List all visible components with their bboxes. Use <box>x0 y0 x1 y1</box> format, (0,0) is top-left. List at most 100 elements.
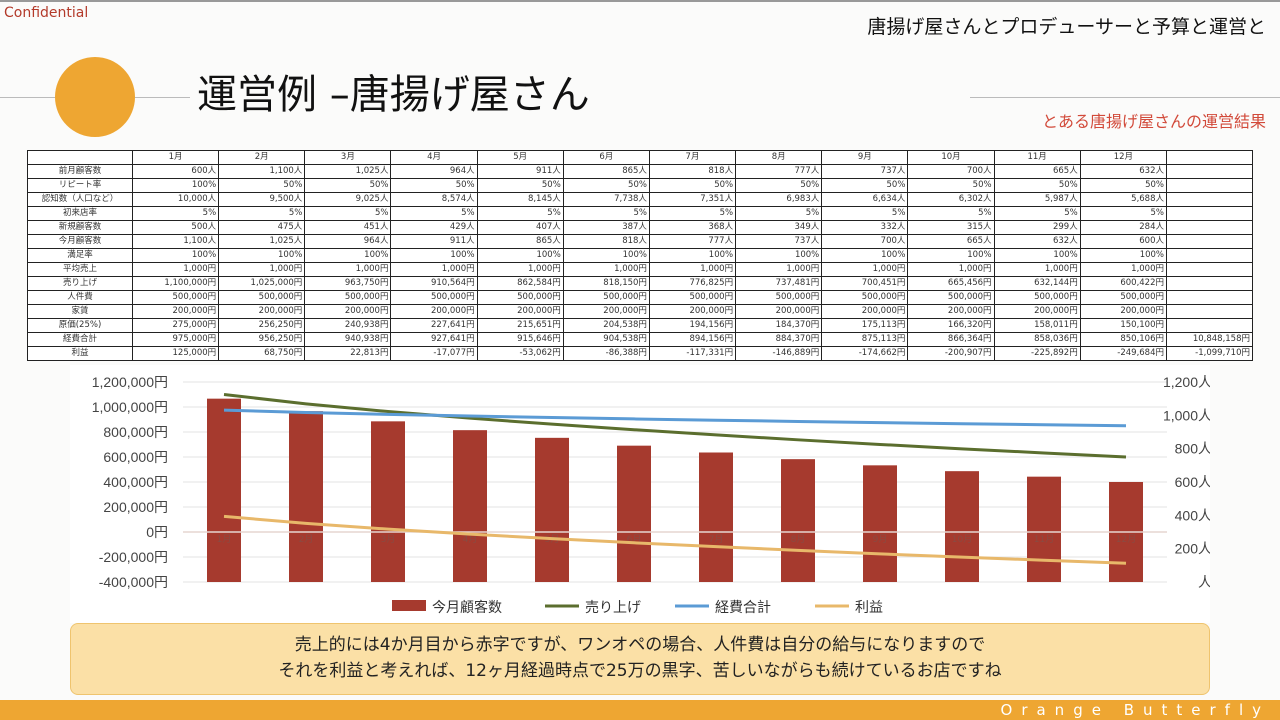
table-row: 原価(25%) 275,000円 256,250円 240,938円 227,641円 2… <box>27 318 1253 333</box>
bar-category-label: 4月 <box>463 534 478 545</box>
total-cell <box>1166 192 1253 207</box>
table-cell: 166,320円 <box>907 318 995 333</box>
table-cell: 407人 <box>476 220 564 235</box>
total-cell <box>1166 164 1253 179</box>
table-cell: 100% <box>1079 248 1168 263</box>
table-cell: 315人 <box>907 220 995 235</box>
table-cell: 1,000円 <box>735 262 823 277</box>
total-cell <box>1166 206 1253 221</box>
table-cell: 1,000円 <box>218 262 306 277</box>
total-header-cell <box>1166 150 1253 165</box>
table-cell: 200,000円 <box>648 304 737 319</box>
table-cell: 184,370円 <box>735 318 823 333</box>
table-cell: 500,000円 <box>735 290 823 305</box>
bar-category-label: 10月 <box>952 534 972 545</box>
table-cell: -174,662円 <box>821 346 909 361</box>
table-cell: 1,000円 <box>476 262 564 277</box>
row-label: 経費合計 <box>27 332 133 347</box>
table-cell: 850,106円 <box>1079 332 1168 347</box>
table-cell: 100% <box>735 248 823 263</box>
table-cell: 894,156円 <box>648 332 737 347</box>
table-cell: 7,351人 <box>648 192 737 207</box>
table-row: 初来店率 5% 5% 5% 5% 5% 5% 5% 5% 5% 5% 5% 5% <box>27 206 1253 221</box>
table-row: 認知数（人口など） 10,000人 9,500人 9,025人 8,574人 8,145人… <box>27 192 1253 207</box>
left-axis-tick: 1,200,000円 <box>92 374 168 390</box>
table-cell: 865人 <box>476 234 564 249</box>
total-cell <box>1166 290 1253 305</box>
table-cell: 500,000円 <box>218 290 306 305</box>
table-cell: 6,634人 <box>821 192 909 207</box>
right-axis-tick: 200人 <box>1175 541 1210 557</box>
left-axis-tick: 1,000,000円 <box>92 399 168 415</box>
table-cell: 100% <box>907 248 995 263</box>
table-cell: 1,025人 <box>218 234 306 249</box>
operations-table: 1月 2月 3月 4月 5月 6月 7月 8月 9月 10月 11月 12月 前月顧客数 600人 1,10… <box>27 150 1253 361</box>
bar-category-label: 8月 <box>791 534 806 545</box>
slide-title: 運営例 –唐揚げ屋さん <box>197 72 590 118</box>
table-cell: 200,000円 <box>476 304 564 319</box>
left-axis-tick: 0円 <box>146 524 168 540</box>
table-cell: 150,100円 <box>1079 318 1168 333</box>
table-cell: 5% <box>735 206 823 221</box>
table-cell: 818,150円 <box>562 276 650 291</box>
bar-category-label: 11月 <box>1034 534 1054 545</box>
bar-1月 <box>207 398 241 582</box>
table-cell: 737人 <box>821 164 909 179</box>
total-cell <box>1166 304 1253 319</box>
table-cell: 1,000円 <box>1079 262 1168 277</box>
table-cell: 1,000円 <box>131 262 220 277</box>
table-cell: 1,025,000円 <box>218 276 306 291</box>
table-cell: 600人 <box>1079 234 1168 249</box>
month-header: 8月 <box>735 150 823 165</box>
table-cell: 100% <box>476 248 564 263</box>
right-axis-tick: 1,200人 <box>1163 374 1210 390</box>
table-row: 新規顧客数 500人 475人 451人 429人 407人 387人 368人 349人 332… <box>27 220 1253 235</box>
table-cell: 200,000円 <box>304 304 392 319</box>
legend-label: 売り上げ <box>585 600 641 616</box>
left-axis-tick: -400,000円 <box>99 574 168 590</box>
table-cell: -225,892円 <box>993 346 1081 361</box>
table-cell: -200,907円 <box>907 346 995 361</box>
table-cell: 368人 <box>648 220 737 235</box>
table-cell: 777人 <box>735 164 823 179</box>
month-header: 7月 <box>648 150 737 165</box>
right-axis-tick: 400人 <box>1175 507 1210 523</box>
legend-label: 利益 <box>855 600 883 616</box>
table-cell: 1,000円 <box>562 262 650 277</box>
month-header: 4月 <box>390 150 478 165</box>
caption-box: 売上的には4か月目から赤字ですが、ワンオペの場合、人件費は自分の給与になりますの… <box>70 623 1210 695</box>
month-header: 6月 <box>562 150 650 165</box>
bar-11月 <box>1027 476 1061 582</box>
table-cell: 5% <box>993 206 1081 221</box>
table-cell: 500,000円 <box>476 290 564 305</box>
table-row: 今月顧客数 1,100人 1,025人 964人 911人 865人 818人 777人 737… <box>27 234 1253 249</box>
row-label: 利益 <box>27 346 133 361</box>
table-cell: 5% <box>390 206 478 221</box>
total-cell <box>1166 262 1253 277</box>
bar-2月 <box>289 411 323 582</box>
table-cell: 6,983人 <box>735 192 823 207</box>
month-header: 2月 <box>218 150 306 165</box>
table-cell: 500,000円 <box>821 290 909 305</box>
table-cell: -117,331円 <box>648 346 737 361</box>
table-cell: 862,584円 <box>476 276 564 291</box>
table-cell: 200,000円 <box>993 304 1081 319</box>
table-cell: 50% <box>562 178 650 193</box>
month-header: 3月 <box>304 150 392 165</box>
left-axis-tick: -200,000円 <box>99 549 168 565</box>
bar-5月 <box>535 437 569 582</box>
table-cell: 500,000円 <box>907 290 995 305</box>
table-cell: 632人 <box>993 234 1081 249</box>
table-row: 平均売上 1,000円 1,000円 1,000円 1,000円 1,000円 1,000円… <box>27 262 1253 277</box>
table-cell: 1,000円 <box>648 262 737 277</box>
table-cell: 5% <box>476 206 564 221</box>
table-cell: 904,538円 <box>562 332 650 347</box>
legend-label: 今月顧客数 <box>432 599 502 616</box>
table-cell: 50% <box>907 178 995 193</box>
table-cell: 100% <box>993 248 1081 263</box>
table-cell: 5,987人 <box>993 192 1081 207</box>
table-cell: 700,451円 <box>821 276 909 291</box>
right-axis-tick: 600人 <box>1175 474 1210 490</box>
table-cell: 7,738人 <box>562 192 650 207</box>
table-cell: 200,000円 <box>218 304 306 319</box>
